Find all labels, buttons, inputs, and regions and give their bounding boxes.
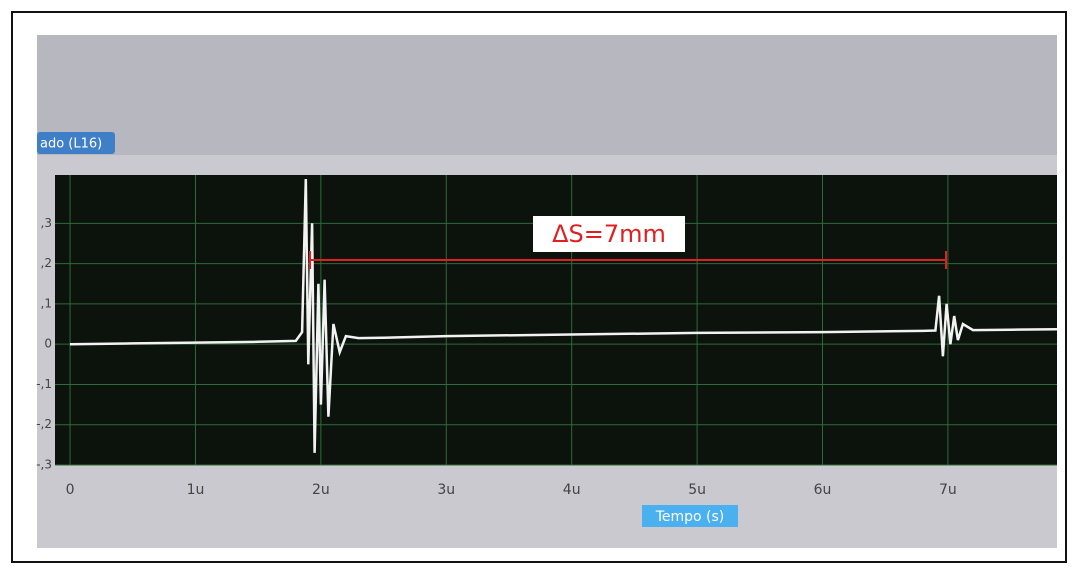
x-axis-label: Tempo (s) xyxy=(655,509,725,525)
channel-label: ado (L16) xyxy=(40,137,102,152)
waveform xyxy=(69,178,1058,453)
y-tick-label: -,3 xyxy=(36,458,52,472)
y-tick-label: 0 xyxy=(44,337,52,351)
y-tick-label: ,1 xyxy=(41,296,52,310)
x-tick-label: 2u xyxy=(312,482,330,498)
x-tick-label: 0 xyxy=(66,482,75,498)
x-tick-label: 5u xyxy=(688,482,706,498)
x-tick-label: 6u xyxy=(814,482,832,498)
channel-tag xyxy=(37,132,115,154)
annotation-box xyxy=(533,216,685,252)
y-tick-label: ,3 xyxy=(41,216,52,230)
x-label-tag xyxy=(642,505,738,527)
y-tick-label: -,2 xyxy=(36,417,52,431)
x-tick-label: 4u xyxy=(563,482,581,498)
y-tick-label: -,1 xyxy=(36,377,52,391)
y-tick-label: ,2 xyxy=(41,256,52,270)
x-tick-label: 1u xyxy=(187,482,205,498)
annotation: ΔS=7mm xyxy=(552,220,666,248)
x-tick-label: 3u xyxy=(437,482,455,498)
x-tick-label: 7u xyxy=(939,482,957,498)
top-panel xyxy=(37,35,1057,155)
